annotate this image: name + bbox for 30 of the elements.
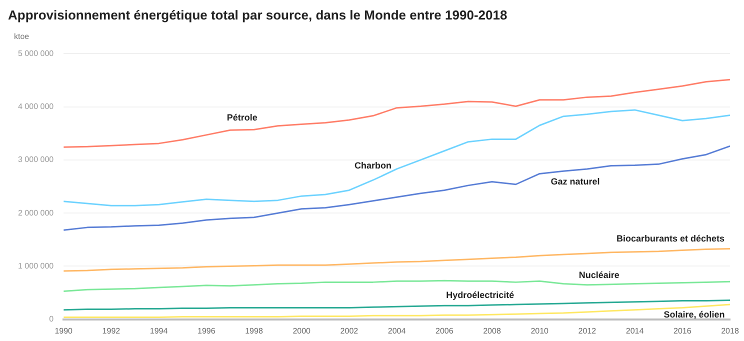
x-tick-label: 2012 (578, 326, 597, 336)
x-tick-label: 2006 (435, 326, 454, 336)
x-tick-label: 1998 (245, 326, 264, 336)
x-tick-label: 1992 (102, 326, 121, 336)
series-label: Biocarburants et déchets (616, 233, 725, 244)
x-tick-label: 2004 (388, 326, 406, 336)
chart-title: Approvisionnement énergétique total par source, dans le Monde entre 1990-2018 (8, 7, 508, 22)
series-label: Charbon (354, 160, 392, 171)
x-tick-label: 2016 (674, 326, 692, 336)
x-tick-label: 2002 (340, 326, 359, 336)
x-tick-label: 2000 (292, 326, 312, 336)
x-tick-label: 2014 (626, 326, 644, 336)
y-tick-label: 5 000 000 (18, 48, 54, 58)
x-tick-label: 1994 (150, 326, 168, 336)
series-label: Pétrole (226, 112, 258, 122)
x-tick-label: 2018 (721, 326, 740, 336)
x-tick-label: 2008 (483, 326, 502, 336)
x-tick-label: 2010 (530, 326, 550, 336)
y-tick-label: 3 000 000 (18, 155, 54, 164)
x-tick-label: 1996 (197, 326, 216, 336)
x-tick-label: 1990 (54, 326, 74, 336)
series-label: Gaz naturel (550, 176, 600, 187)
y-tick-label: 1 000 000 (18, 261, 54, 270)
series-label: Hydroélectricité (446, 290, 514, 300)
y-tick-label: 4 000 000 (18, 102, 54, 111)
series-label: Nucléaire (578, 270, 620, 280)
series-label: Solaire, éolien (664, 309, 725, 320)
y-tick-label: 0 (49, 314, 54, 324)
y-tick-label: 2 000 000 (18, 208, 54, 218)
y-axis-title: ktoe (14, 32, 30, 42)
